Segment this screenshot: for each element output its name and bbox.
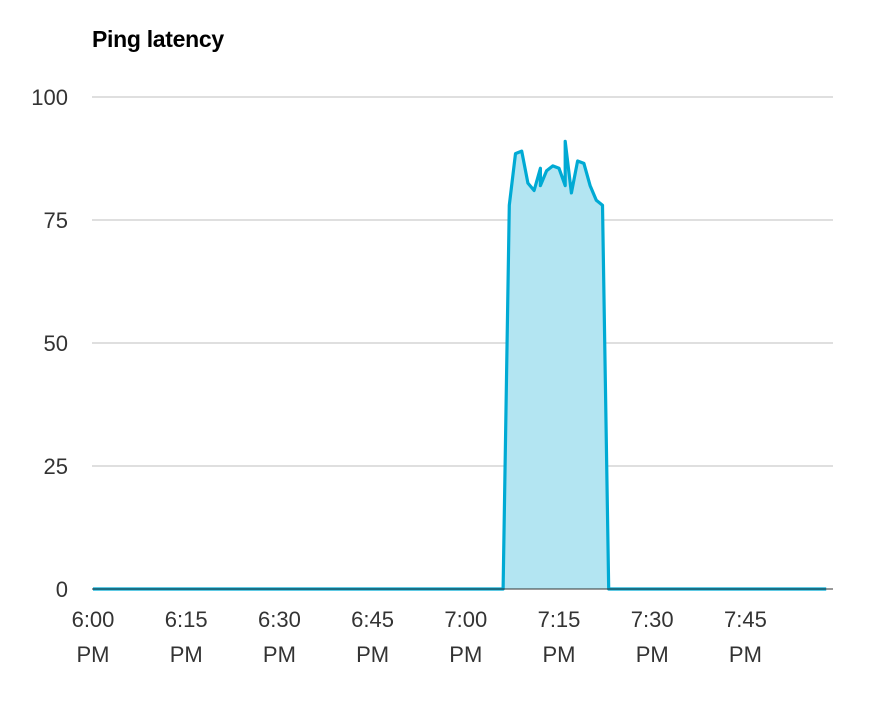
x-tick-label: 6:15 — [165, 607, 208, 632]
x-tick-labels: 6:00 PM 6:15 PM 6:30 PM 6:45 PM 7:00 PM 7:15 PM 7:30… — [72, 607, 767, 667]
x-tick-label: 7:15 — [538, 607, 581, 632]
y-tick-label: 0 — [56, 577, 68, 602]
x-tick-label: PM — [263, 642, 296, 667]
x-tick-label: PM — [449, 642, 482, 667]
x-tick-label: PM — [170, 642, 203, 667]
series-area — [93, 141, 827, 590]
x-tick-label: 7:00 — [444, 607, 487, 632]
y-tick-label: 75 — [44, 208, 68, 233]
x-tick-label: PM — [77, 642, 110, 667]
x-tick-label: 6:45 — [351, 607, 394, 632]
chart-title: Ping latency — [92, 26, 224, 52]
y-tick-labels: 0 25 50 75 100 — [31, 85, 68, 602]
x-tick-label: PM — [636, 642, 669, 667]
x-tick-label: PM — [356, 642, 389, 667]
y-tick-label: 50 — [44, 331, 68, 356]
y-tick-label: 25 — [44, 454, 68, 479]
x-tick-label: PM — [729, 642, 762, 667]
x-tick-label: 6:30 — [258, 607, 301, 632]
series-line — [93, 139, 827, 591]
y-tick-label: 100 — [31, 85, 68, 110]
x-tick-label: 7:30 — [631, 607, 674, 632]
x-tick-label: 7:45 — [724, 607, 767, 632]
x-tick-label: PM — [543, 642, 576, 667]
x-tick-label: 6:00 — [72, 607, 115, 632]
series-layer — [93, 139, 827, 591]
gridlines — [92, 96, 833, 467]
